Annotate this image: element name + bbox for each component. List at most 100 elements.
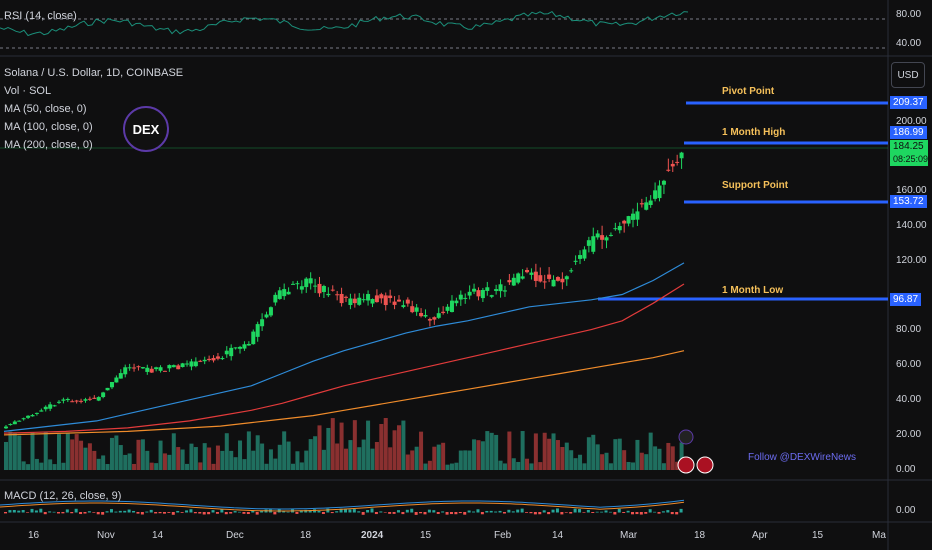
macd-histogram-bar [145, 511, 149, 513]
candle-body [604, 237, 609, 241]
candle-body [185, 363, 190, 365]
current-price: 184.25 [893, 141, 924, 152]
ma-line-ma-200-close-0- [3, 350, 685, 436]
macd-histogram-bar [507, 509, 511, 513]
volume-bar [114, 435, 119, 470]
volume-bar [291, 463, 296, 470]
month-low-price-tag: 96.87 [890, 293, 922, 306]
candle-body [8, 424, 13, 426]
support-point-label: Support Point [722, 180, 789, 191]
macd-histogram-bar [242, 512, 246, 514]
rsi-legend: RSI (14, close) [4, 10, 77, 22]
volume-bar [613, 439, 618, 470]
rsi-line [0, 10, 689, 37]
volume-bar [392, 430, 397, 470]
macd-histogram-bar [162, 512, 166, 514]
volume-bar [410, 450, 415, 470]
volume-bar [679, 442, 684, 470]
follow-text: Follow @DEXWireNews [748, 452, 856, 463]
candle-body [92, 397, 97, 399]
candle-body [538, 275, 543, 282]
macd-histogram-bar [114, 511, 118, 513]
candle-body [644, 202, 649, 210]
rsi-tick-40: 40.00 [896, 38, 922, 49]
macd-histogram-bar [631, 512, 635, 515]
volume-bar [140, 439, 145, 470]
price-tick-60: 60.00 [896, 359, 922, 370]
candle-body [295, 283, 300, 285]
volume-bar [617, 438, 622, 470]
candle-body [631, 213, 636, 220]
candle-body [220, 358, 225, 360]
currency-button[interactable]: USD [891, 62, 925, 88]
macd-histogram-bar [463, 512, 467, 515]
candle-body [339, 293, 344, 304]
volume-bar [578, 454, 583, 470]
candle-body [52, 405, 57, 407]
volume-bar [4, 441, 8, 470]
volume-bar [657, 448, 662, 470]
volume-bar [449, 463, 454, 470]
volume-bar [74, 434, 79, 470]
support-point-price-tag: 153.72 [890, 195, 927, 208]
candle-body [582, 249, 587, 259]
macd-histogram-bar [547, 512, 551, 515]
volume-bar [374, 441, 379, 470]
volume-bar [648, 432, 653, 470]
candle-body [622, 220, 627, 224]
candle-body [158, 367, 163, 371]
volume-bar [233, 457, 238, 470]
macd-histogram-bar [65, 509, 69, 513]
macd-histogram-bar [48, 511, 52, 513]
volume-bar [65, 433, 70, 470]
dex-logo-text: DEX [132, 121, 160, 137]
macd-histogram-bar [30, 508, 34, 513]
candle-body [661, 180, 666, 185]
volume-bar [202, 443, 207, 470]
volume-bar [516, 461, 521, 470]
pivot-point-price-tag: 209.37 [890, 96, 927, 109]
x-tick-label: 18 [694, 530, 706, 541]
macd-histogram-bar [123, 510, 127, 513]
symbol-title[interactable]: Solana / U.S. Dollar, 1D, COINBASE [4, 67, 184, 79]
candle-body [246, 343, 251, 346]
macd-histogram-bar [105, 511, 109, 513]
macd-histogram-bar [220, 509, 224, 513]
macd-histogram-bar [321, 512, 325, 514]
candle-body [207, 358, 212, 361]
volume-bar [511, 458, 516, 470]
macd-histogram-bar [423, 512, 427, 515]
macd-histogram-bar [339, 508, 343, 513]
candle-body [123, 367, 128, 375]
candle-body [140, 367, 145, 369]
macd-histogram-bar [520, 508, 524, 513]
macd-histogram-bar [215, 512, 219, 514]
candle-body [436, 313, 441, 318]
volume-bar [277, 444, 282, 470]
candle-body [162, 370, 167, 372]
candle-body [308, 278, 313, 284]
macd-histogram-bar [127, 509, 131, 513]
volume-bar [268, 449, 273, 470]
macd-histogram-bar [573, 508, 577, 513]
candle-body [21, 418, 26, 420]
macd-histogram-bar [533, 512, 537, 515]
candle-body [480, 290, 485, 299]
volume-bar [39, 462, 44, 470]
volume-bar [321, 449, 326, 470]
candle-body [330, 289, 335, 291]
ma-line-ma-100-close-0- [3, 283, 685, 434]
candle-body [392, 301, 397, 305]
price-tick-140: 140.00 [896, 220, 927, 231]
candle-body [608, 234, 613, 236]
macd-histogram-bar [136, 512, 140, 514]
macd-histogram-bar [83, 512, 87, 514]
volume-bar [83, 447, 88, 470]
volume-bar [317, 425, 322, 470]
candle-body [251, 331, 256, 345]
macd-histogram-bar [348, 509, 352, 513]
volume-bar [595, 444, 600, 470]
candle-body [299, 286, 304, 290]
volume-bar [56, 434, 61, 470]
